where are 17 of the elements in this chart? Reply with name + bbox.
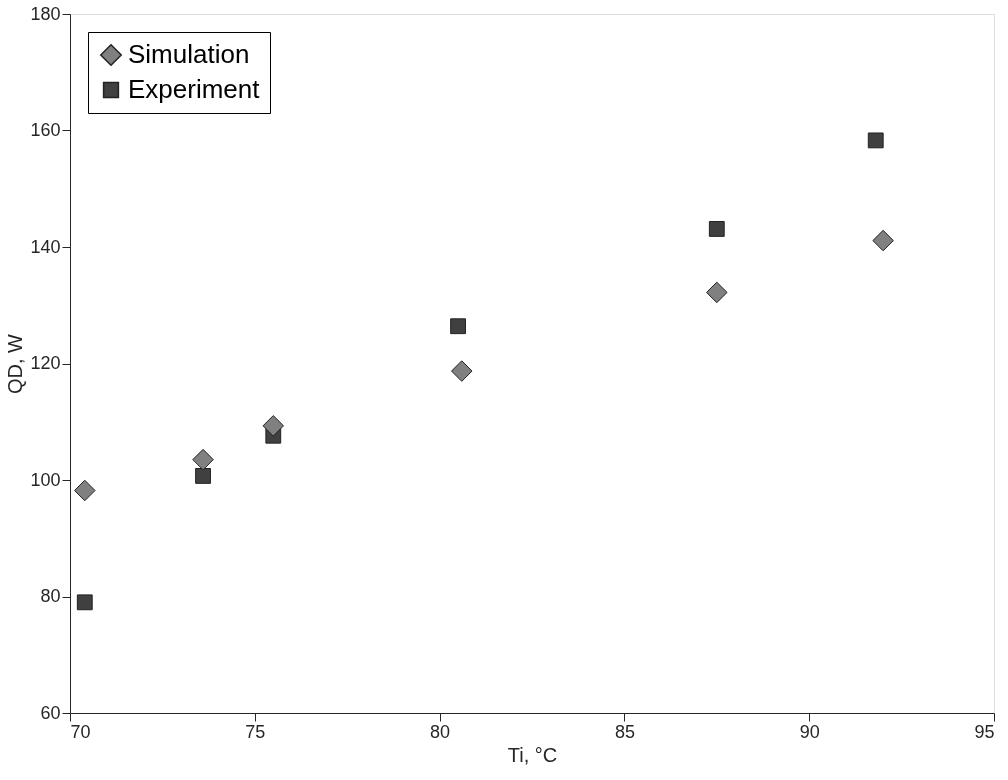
y-tick-label: 60 bbox=[40, 702, 61, 723]
legend-label: Simulation bbox=[128, 39, 250, 69]
x-tick-label: 75 bbox=[245, 721, 266, 742]
x-tick-label: 85 bbox=[614, 721, 635, 742]
y-axis-title: QD, W bbox=[4, 333, 27, 394]
legend-label: Experiment bbox=[128, 74, 261, 104]
x-tick-label: 95 bbox=[974, 721, 995, 742]
x-tick-label: 90 bbox=[799, 721, 820, 742]
y-tick-label: 160 bbox=[30, 120, 61, 140]
y-tick-label: 100 bbox=[30, 469, 61, 490]
y-tick-label: 120 bbox=[30, 353, 61, 373]
x-tick-label: 80 bbox=[430, 721, 451, 742]
y-tick-label: 180 bbox=[30, 3, 61, 24]
y-tick-label: 80 bbox=[40, 586, 61, 606]
x-tick-label: 70 bbox=[70, 721, 91, 742]
x-axis-title: Ti, °C bbox=[507, 743, 558, 766]
y-tick-label: 140 bbox=[30, 236, 61, 257]
